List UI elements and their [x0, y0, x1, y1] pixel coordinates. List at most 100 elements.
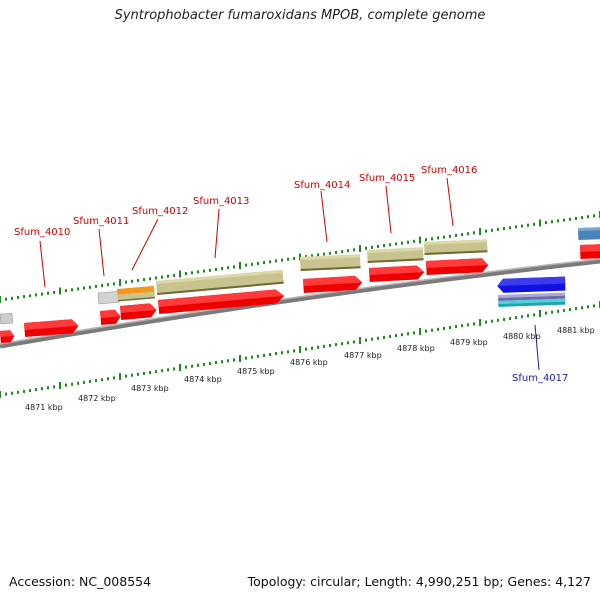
- minor-tick: [41, 387, 43, 391]
- minor-tick: [5, 392, 7, 396]
- minor-tick: [353, 340, 355, 344]
- gene-label-sfum-4013: Sfum_4013: [193, 196, 249, 207]
- minor-tick: [515, 225, 517, 229]
- minor-tick: [17, 295, 19, 299]
- minor-tick: [17, 390, 19, 394]
- major-tick: [299, 253, 301, 261]
- kbp-label: 4877 kbp: [344, 351, 382, 360]
- minor-tick: [491, 319, 493, 323]
- minor-tick: [5, 297, 7, 301]
- minor-tick: [431, 328, 433, 332]
- minor-tick: [485, 229, 487, 233]
- minor-tick: [77, 287, 79, 291]
- minor-tick: [413, 331, 415, 335]
- minor-tick: [215, 267, 217, 271]
- minor-tick: [191, 364, 193, 368]
- minor-tick: [545, 311, 547, 315]
- upper-tick-track: [0, 211, 600, 303]
- minor-tick: [443, 326, 445, 330]
- minor-tick: [137, 278, 139, 282]
- minor-tick: [503, 317, 505, 321]
- minor-tick: [335, 343, 337, 347]
- kbp-label: 4874 kbp: [184, 375, 222, 384]
- major-tick: [539, 310, 541, 317]
- minor-tick: [83, 286, 85, 290]
- minor-tick: [47, 386, 49, 390]
- minor-tick: [125, 374, 127, 378]
- minor-tick: [383, 244, 385, 248]
- minor-tick: [269, 353, 271, 356]
- minor-tick: [533, 313, 535, 317]
- minor-tick: [143, 371, 145, 375]
- minor-tick: [77, 381, 79, 385]
- genome-backbone-highlight: [0, 258, 600, 345]
- forward-gene-track: [0, 244, 600, 343]
- minor-tick: [467, 323, 469, 327]
- minor-tick: [269, 260, 271, 264]
- label-pointers: [39, 177, 540, 371]
- major-tick: [539, 219, 541, 227]
- minor-tick: [467, 232, 469, 236]
- minor-tick: [23, 389, 25, 393]
- major-tick: [119, 279, 121, 286]
- minor-tick: [347, 341, 349, 345]
- minor-tick: [395, 242, 397, 246]
- minor-tick: [251, 355, 253, 359]
- feature-box: [156, 269, 284, 295]
- major-tick: [0, 296, 1, 303]
- minor-tick: [131, 373, 133, 377]
- minor-tick: [323, 252, 325, 256]
- minor-tick: [377, 244, 379, 248]
- minor-tick: [347, 249, 349, 253]
- minor-tick: [65, 383, 67, 387]
- minor-tick: [173, 367, 175, 371]
- gene-labels: Sfum_4010 Sfum_4011 Sfum_4012 Sfum_4013 …: [14, 165, 568, 384]
- minor-tick: [557, 219, 559, 223]
- minor-tick: [407, 332, 409, 336]
- minor-tick: [227, 359, 229, 363]
- minor-tick: [563, 218, 565, 222]
- minor-tick: [311, 254, 313, 258]
- minor-tick: [233, 358, 235, 362]
- minor-tick: [527, 314, 529, 318]
- minor-tick: [407, 240, 409, 244]
- minor-tick: [167, 274, 169, 278]
- minor-tick: [113, 376, 115, 380]
- minor-tick: [335, 250, 337, 254]
- minor-tick: [491, 228, 493, 232]
- feature-box: [498, 301, 566, 307]
- minor-tick: [575, 216, 577, 220]
- accession-text: Accession: NC_008554: [9, 574, 152, 589]
- feature-box: [498, 295, 566, 301]
- minor-tick: [371, 337, 373, 341]
- gene-label-sfum-4014: Sfum_4014: [294, 180, 350, 191]
- feature-box: [498, 298, 566, 304]
- kbp-labels: 4871 kbp 4872 kbp 4873 kbp 4874 kbp 4875…: [25, 326, 595, 412]
- gene-label-sfum-4011: Sfum_4011: [73, 216, 129, 227]
- minor-tick: [341, 342, 343, 346]
- kbp-label: 4872 kbp: [78, 394, 116, 403]
- minor-tick: [197, 363, 199, 367]
- minor-tick: [497, 227, 499, 231]
- minor-tick: [395, 334, 397, 338]
- minor-tick: [461, 324, 463, 328]
- minor-tick: [473, 231, 475, 235]
- minor-tick: [71, 288, 73, 292]
- major-tick: [59, 382, 61, 389]
- minor-tick: [509, 226, 511, 230]
- gene-label-sfum-4015: Sfum_4015: [359, 173, 415, 184]
- minor-tick: [263, 261, 265, 265]
- kbp-label: 4879 kbp: [450, 338, 488, 347]
- minor-tick: [185, 365, 187, 369]
- minor-tick: [209, 362, 211, 365]
- minor-tick: [107, 283, 109, 287]
- minor-tick: [101, 378, 103, 382]
- minor-tick: [53, 290, 55, 294]
- minor-tick: [413, 239, 415, 243]
- minor-tick: [551, 220, 553, 224]
- minor-tick: [65, 289, 67, 293]
- minor-tick: [95, 284, 97, 288]
- minor-tick: [275, 352, 277, 356]
- minor-tick: [263, 353, 265, 357]
